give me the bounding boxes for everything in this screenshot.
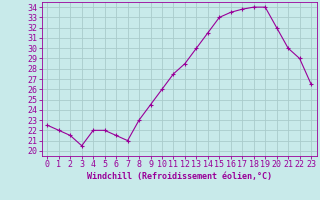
X-axis label: Windchill (Refroidissement éolien,°C): Windchill (Refroidissement éolien,°C) — [87, 172, 272, 181]
